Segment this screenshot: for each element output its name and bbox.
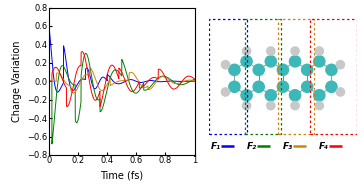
Circle shape (253, 81, 264, 92)
Circle shape (267, 101, 275, 110)
Text: F₄: F₄ (319, 142, 329, 151)
Circle shape (336, 88, 344, 96)
Y-axis label: Charge Variation: Charge Variation (12, 40, 22, 122)
Circle shape (221, 88, 230, 96)
Circle shape (253, 64, 264, 75)
Circle shape (242, 101, 251, 110)
Bar (209, 19, 247, 134)
Circle shape (277, 64, 289, 75)
Circle shape (302, 64, 313, 75)
Circle shape (277, 81, 289, 92)
Text: F₁: F₁ (211, 142, 221, 151)
Circle shape (221, 60, 230, 69)
Circle shape (241, 90, 252, 101)
Bar (310, 19, 357, 134)
Circle shape (314, 90, 325, 101)
Circle shape (289, 56, 301, 67)
Circle shape (315, 101, 323, 110)
Text: F₃: F₃ (283, 142, 293, 151)
Circle shape (241, 56, 252, 67)
Text: F₂: F₂ (247, 142, 257, 151)
Circle shape (229, 64, 240, 75)
Circle shape (265, 56, 276, 67)
Circle shape (265, 90, 276, 101)
Circle shape (326, 81, 337, 92)
Circle shape (242, 47, 251, 55)
X-axis label: Time (fs): Time (fs) (100, 171, 143, 181)
Circle shape (267, 47, 275, 55)
Circle shape (289, 90, 301, 101)
Circle shape (315, 47, 323, 55)
Circle shape (291, 47, 299, 55)
Circle shape (291, 101, 299, 110)
Circle shape (302, 81, 313, 92)
Circle shape (336, 60, 344, 69)
Circle shape (314, 56, 325, 67)
Bar (245, 19, 281, 134)
Circle shape (326, 64, 337, 75)
Bar (278, 19, 314, 134)
Circle shape (229, 81, 240, 92)
